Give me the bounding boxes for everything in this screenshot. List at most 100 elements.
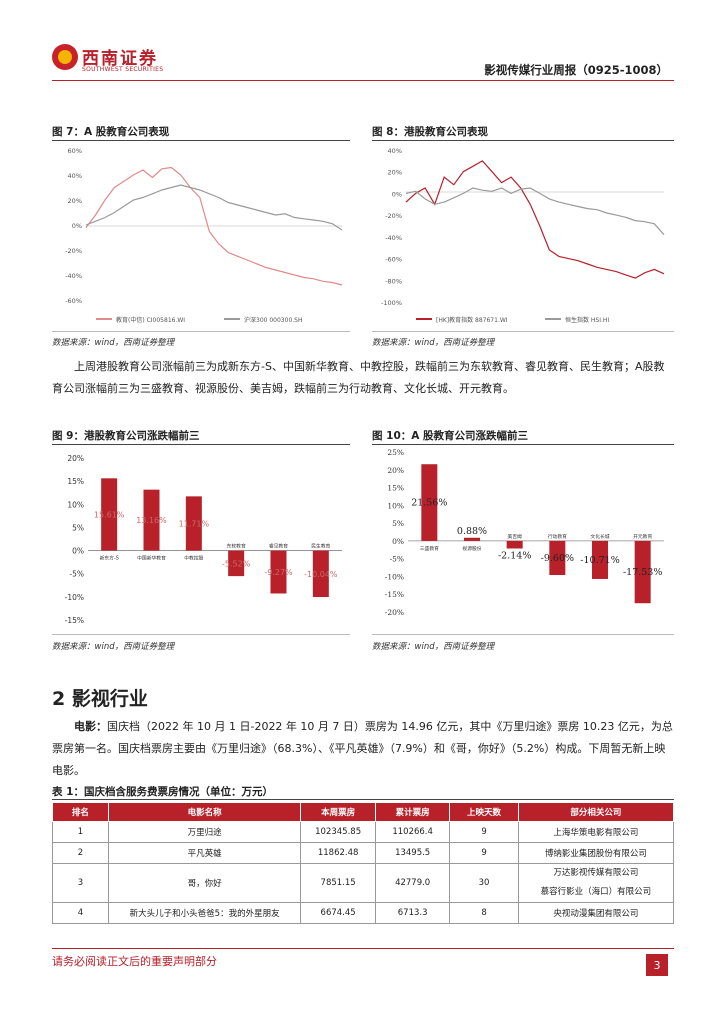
y-tick-label: -20% <box>65 247 82 255</box>
fig10-bottom-rule <box>372 634 674 635</box>
category-label: 三盛教育 <box>420 545 439 552</box>
bar <box>143 489 160 551</box>
table-cell: 4 <box>52 902 109 924</box>
y-tick-label: -60% <box>65 297 82 305</box>
category-label: 美吉姆 <box>507 533 522 540</box>
bar <box>185 496 202 551</box>
table-cell: 102345.85 <box>300 821 376 843</box>
y-tick-label: 5% <box>392 519 404 528</box>
category-label: 视源股份 <box>462 545 481 552</box>
y-tick-label: -15% <box>65 616 84 625</box>
table-cell: 110266.4 <box>374 821 451 843</box>
table-cell: 13495.5 <box>374 842 451 864</box>
y-tick-label: 25% <box>387 448 404 457</box>
fig8-bottom-rule <box>372 331 674 332</box>
y-tick-label: 10% <box>67 500 84 509</box>
table-cell: 30 <box>449 863 519 903</box>
fig7-title: 图 7：A 股教育公司表现 <box>52 126 170 138</box>
bar <box>228 550 245 577</box>
series-line-1 <box>85 184 343 231</box>
table-cell: 哥，你好 <box>107 863 302 903</box>
table-cell: 万里归途 <box>107 821 302 843</box>
bar <box>421 464 438 541</box>
bar <box>101 478 118 551</box>
bar <box>634 540 651 604</box>
y-tick-label: 0% <box>72 222 82 230</box>
bar <box>464 537 480 541</box>
y-tick-label: 5% <box>72 523 84 532</box>
table-cell: 央视动漫集团有限公司 <box>517 902 675 924</box>
table-cell: 2 <box>52 842 109 864</box>
y-tick-label: -40% <box>65 272 82 280</box>
table1-title: 表 1：国庆档含服务费票房情况（单位：万元） <box>52 786 273 798</box>
bar <box>506 540 523 549</box>
series-line-0 <box>85 166 343 286</box>
fig9-chart: 20% 15% 10% 5% 0% -5% -10% -15% 新东方-S 15.61% 中国新华… <box>65 454 342 625</box>
disclaimer-note: 请务必阅读正文后的重要声明部分 <box>52 955 217 968</box>
category-label: 新东方-S <box>100 555 119 562</box>
y-tick-label: -5% <box>69 570 84 579</box>
logo-text: 西南证券 <box>82 49 158 69</box>
table-row: 1 万里归途 102345.85 110266.4 9 上海华策电影有限公司 <box>52 821 675 843</box>
footer-divider <box>52 948 674 949</box>
value-label: -10.04% <box>304 570 338 579</box>
table-cell: 11862.48 <box>300 842 376 864</box>
table-cell: 42779.0 <box>374 863 451 903</box>
series-line-1 <box>405 187 665 236</box>
value-label: 21.56% <box>411 498 447 509</box>
y-tick-label: 15% <box>387 484 404 493</box>
y-tick-label: -100% <box>381 299 402 307</box>
y-tick-label: -20% <box>385 608 404 617</box>
bar <box>312 550 329 598</box>
column-header: 排名 <box>52 802 109 822</box>
header-divider <box>52 80 674 81</box>
column-header: 上映天数 <box>449 802 519 822</box>
table-cell: 9 <box>449 842 519 864</box>
table-cell: 博纳影业集团股份有限公司 <box>517 842 675 864</box>
value-label: 13.16% <box>136 516 167 525</box>
table-cell: 8 <box>449 902 519 924</box>
y-tick-label: -10% <box>385 572 404 581</box>
page-number: 3 <box>646 954 668 976</box>
category-label: 中国新华教育 <box>137 555 166 562</box>
fig10-source: 数据来源：wind，西南证券整理 <box>372 642 495 652</box>
y-tick-label: 10% <box>387 501 404 510</box>
table-cell: 万达影视传媒有限公司 慕容行影业（海口）有限公司 <box>517 863 675 903</box>
y-tick-label: 20% <box>387 466 404 475</box>
fig8-source: 数据来源：wind，西南证券整理 <box>372 338 495 348</box>
movie-paragraph: 电影：国庆档（2022 年 10 月 1 日-2022 年 10 月 7 日）票… <box>52 716 674 782</box>
category-label: 行动教育 <box>548 533 567 540</box>
table-cell: 平凡英雄 <box>107 842 302 864</box>
y-tick-label: 0% <box>72 547 84 556</box>
table-cell: 上海华策电影有限公司 <box>517 821 675 843</box>
bar <box>270 550 287 594</box>
table-row: 4 新大头儿子和小头爸爸5：我的外星朋友 6674.45 6713.3 8 央视动漫集团有… <box>52 902 675 924</box>
series-line-0 <box>405 160 665 279</box>
value-label: 11.71% <box>179 519 210 528</box>
report-title: 影视传媒行业周报（0925-1008） <box>484 63 668 77</box>
table-cell: 新大头儿子和小头爸爸5：我的外星朋友 <box>107 902 302 924</box>
y-tick-label: -60% <box>385 256 402 264</box>
value-label: 0.88% <box>457 526 487 537</box>
fig7-chart: 60% 40% 20% 0% -20% -40% -60% 教育(中信) CI005816.… <box>65 147 343 324</box>
intro-paragraph: 上周港股教育公司涨幅前三为成新东方-S、中国新华教育、中教控股，跌幅前三为东软教… <box>52 360 665 395</box>
category-label: 东软教育 <box>227 543 246 550</box>
legend-label: 恒生指数 HSI.HI <box>565 316 609 324</box>
fig7-source: 数据来源：wind，西南证券整理 <box>52 338 175 348</box>
table-cell: 6713.3 <box>374 902 451 924</box>
value-label: 15.61% <box>94 510 125 519</box>
value-label: -10.71% <box>580 555 619 566</box>
table1-top-rule <box>52 799 674 800</box>
fig8-top-rule <box>372 140 674 141</box>
fig9-top-rule <box>52 444 350 445</box>
column-header: 部分相关公司 <box>517 802 675 822</box>
column-header: 电影名称 <box>107 802 302 822</box>
logo-subtext: SOUTHWEST SECURITIES <box>82 66 164 73</box>
fig7-bottom-rule <box>52 331 350 332</box>
bar <box>592 540 608 579</box>
table-cell: 9 <box>449 821 519 843</box>
fig8-title: 图 8：港股教育公司表现 <box>372 126 488 138</box>
bar <box>549 540 566 576</box>
fig10-title: 图 10：A 股教育公司涨跌幅前三 <box>372 430 529 442</box>
logo-icon <box>52 44 78 70</box>
